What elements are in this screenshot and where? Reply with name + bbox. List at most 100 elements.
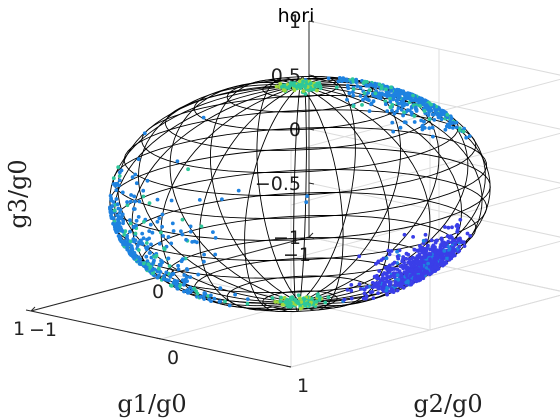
- data-point: [345, 288, 350, 292]
- data-point: [363, 79, 367, 84]
- data-point: [376, 276, 381, 281]
- data-point: [376, 291, 380, 295]
- data-point: [202, 259, 206, 264]
- data-point: [167, 264, 172, 268]
- data-point: [220, 197, 224, 202]
- data-point: [403, 101, 407, 106]
- data-point: [389, 85, 393, 90]
- data-point: [108, 193, 113, 198]
- data-point: [227, 303, 232, 308]
- data-point: [455, 227, 460, 232]
- data-point: [218, 286, 223, 291]
- data-point: [355, 84, 360, 88]
- data-point: [451, 126, 455, 130]
- data-point: [359, 287, 363, 291]
- data-point: [401, 113, 405, 118]
- data-point: [434, 108, 439, 112]
- x-tick-mark: [30, 306, 36, 312]
- data-point: [155, 275, 160, 280]
- data-point: [273, 299, 278, 304]
- data-point: [390, 266, 394, 271]
- data-point: [354, 80, 359, 85]
- data-point: [371, 296, 376, 300]
- data-point: [157, 241, 162, 246]
- data-point: [166, 278, 171, 283]
- data-point: [427, 264, 432, 269]
- sphere-parallel: [226, 275, 374, 312]
- data-point: [136, 248, 141, 252]
- data-point: [395, 273, 400, 277]
- data-point: [415, 248, 420, 253]
- data-point: [398, 91, 402, 96]
- data-point: [404, 256, 408, 261]
- data-point: [456, 224, 461, 228]
- data-points: [108, 76, 473, 311]
- data-point: [278, 81, 283, 86]
- data-point: [371, 99, 376, 104]
- data-point: [136, 157, 141, 162]
- data-point: [245, 297, 250, 301]
- data-point: [454, 125, 459, 130]
- data-point: [133, 172, 138, 177]
- data-point: [447, 123, 451, 128]
- data-point: [302, 297, 307, 302]
- data-point: [153, 255, 158, 259]
- data-point: [180, 278, 185, 283]
- data-point: [409, 256, 414, 261]
- data-point: [182, 289, 186, 294]
- data-point: [180, 232, 185, 237]
- data-point: [461, 129, 466, 134]
- data-point: [456, 237, 460, 242]
- data-point: [401, 90, 406, 95]
- data-point: [383, 102, 388, 107]
- data-point: [202, 252, 207, 257]
- data-point: [379, 85, 384, 90]
- data-point: [175, 159, 180, 164]
- data-point: [465, 231, 470, 236]
- data-point: [127, 249, 131, 253]
- data-point: [281, 88, 286, 92]
- data-point: [136, 255, 141, 260]
- data-point: [393, 280, 398, 284]
- data-point: [432, 256, 437, 261]
- data-point: [270, 296, 275, 300]
- data-point: [458, 217, 463, 222]
- data-point: [119, 214, 124, 219]
- data-point: [414, 260, 419, 264]
- data-point: [157, 262, 162, 267]
- data-point: [128, 229, 132, 234]
- data-point: [376, 286, 381, 291]
- data-point: [117, 183, 121, 188]
- data-point: [145, 237, 150, 242]
- data-point: [132, 251, 137, 256]
- data-point: [360, 103, 364, 107]
- data-point: [433, 265, 438, 270]
- data-point: [362, 91, 367, 95]
- data-point: [450, 253, 455, 258]
- data-point: [448, 256, 453, 261]
- z-tick-mark: [308, 182, 315, 185]
- data-point: [389, 89, 394, 93]
- data-point: [364, 285, 369, 290]
- data-point: [209, 293, 213, 298]
- y-tick-label: 1: [297, 375, 309, 397]
- data-point: [349, 283, 354, 287]
- data-point: [279, 85, 284, 89]
- data-point: [401, 266, 405, 271]
- data-point: [245, 301, 250, 306]
- data-point: [296, 293, 301, 298]
- data-point: [314, 299, 318, 304]
- data-point: [421, 102, 426, 107]
- data-point: [315, 81, 320, 86]
- data-point: [150, 230, 155, 235]
- data-point: [114, 188, 119, 193]
- y-tick-label: −1: [29, 319, 57, 341]
- data-point: [131, 225, 136, 229]
- data-point: [403, 263, 408, 268]
- data-point: [443, 260, 448, 264]
- data-point: [111, 200, 116, 204]
- data-point: [120, 228, 124, 233]
- data-point: [388, 96, 392, 101]
- data-point: [396, 106, 401, 110]
- data-point: [197, 198, 202, 202]
